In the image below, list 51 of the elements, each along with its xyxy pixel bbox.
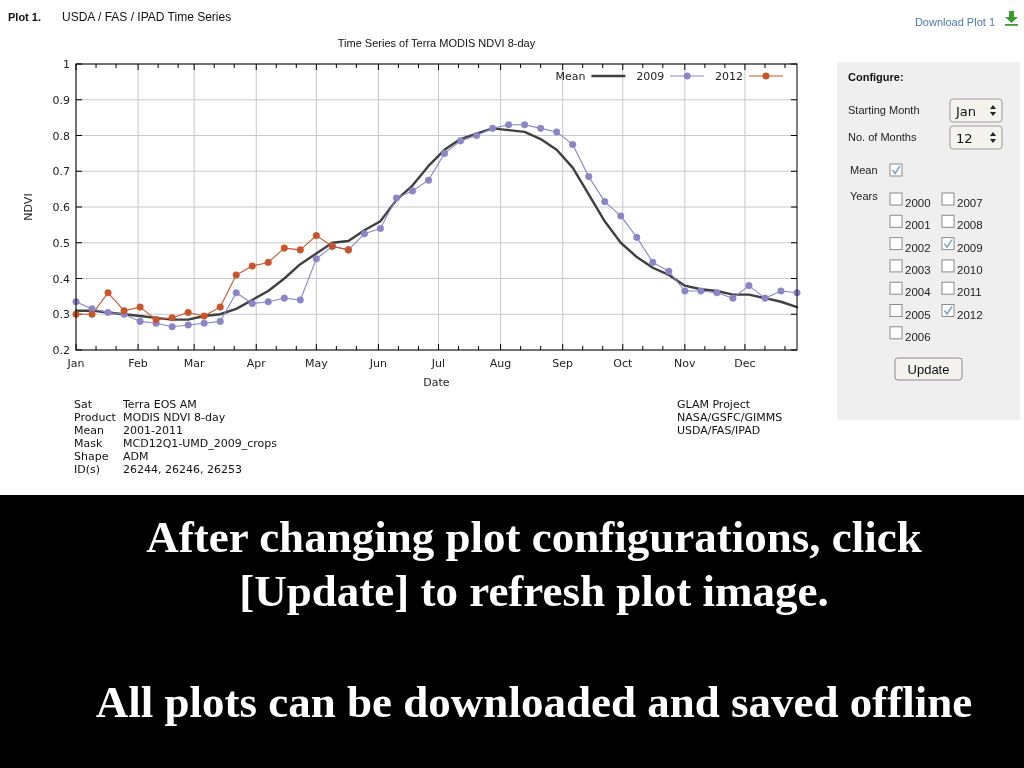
legend-label: 2012: [715, 70, 743, 83]
y-tick-label: 0.5: [52, 236, 70, 250]
text: Sat: [74, 398, 93, 411]
y-tick-label: 0.8: [52, 129, 70, 143]
x-tick-label: Jul: [430, 357, 446, 370]
text: ID(s): [74, 462, 101, 476]
x-axis-title: Date: [423, 376, 450, 389]
x-tick-label: Sep: [552, 357, 574, 370]
text: GLAM Project: [677, 398, 751, 411]
text: Plot 1.: [8, 11, 42, 23]
text: NASA/GSFC/GIMMS: [677, 410, 783, 424]
y-tick-label: 0.2: [52, 344, 70, 357]
text: Download Plot 1: [914, 16, 995, 28]
chart-title: Time Series of Terra MODIS NDVI 8-day: [337, 37, 536, 49]
x-tick-label: Jun: [368, 357, 388, 370]
x-tick-label: Oct: [613, 357, 633, 370]
text: MCD12Q1-UMD_2009_crops: [123, 436, 278, 450]
x-tick-label: Feb: [128, 357, 148, 370]
text: Configure:: [848, 71, 904, 83]
x-tick-label: Jan: [66, 357, 85, 370]
legend-label: 2009: [636, 70, 665, 83]
y-axis-title: NDVI: [22, 193, 35, 221]
x-tick-label: Nov: [674, 357, 697, 370]
text: USDA / FAS / IPAD Time Series: [62, 10, 232, 24]
text: 2001-2011: [123, 423, 183, 437]
text: MODIS NDVI 8-day: [123, 410, 226, 424]
text: No. of Months: [848, 131, 917, 143]
y-tick-label: 1: [63, 58, 70, 71]
text: Product: [74, 410, 117, 424]
text: Mask: [74, 436, 103, 450]
text: After changing plot configurations, click [Update] to refresh plot image.: [145, 511, 923, 618]
legend-label: Mean: [555, 70, 586, 83]
x-tick-label: May: [304, 357, 329, 370]
y-tick-label: 0.4: [52, 272, 70, 286]
text: All plots can be downloaded and saved offline: [94, 676, 974, 729]
text: Terra EOS AM: [122, 398, 197, 411]
text: Shape: [74, 449, 109, 463]
x-tick-label: Mar: [183, 357, 206, 370]
text: Years: [850, 190, 879, 202]
text: Starting Month: [848, 104, 920, 116]
x-tick-label: Aug: [489, 357, 512, 370]
y-tick-label: 0.9: [52, 93, 70, 107]
x-tick-label: Apr: [246, 357, 267, 370]
text: 26244, 26246, 26253: [123, 462, 242, 476]
y-tick-label: 0.7: [52, 165, 70, 179]
y-tick-label: 0.6: [52, 201, 70, 214]
text: ADM: [123, 449, 149, 463]
text: USDA/FAS/IPAD: [677, 423, 761, 437]
text: Mean: [74, 423, 104, 437]
x-tick-label: Dec: [734, 357, 756, 370]
y-tick-label: 0.3: [52, 308, 70, 322]
